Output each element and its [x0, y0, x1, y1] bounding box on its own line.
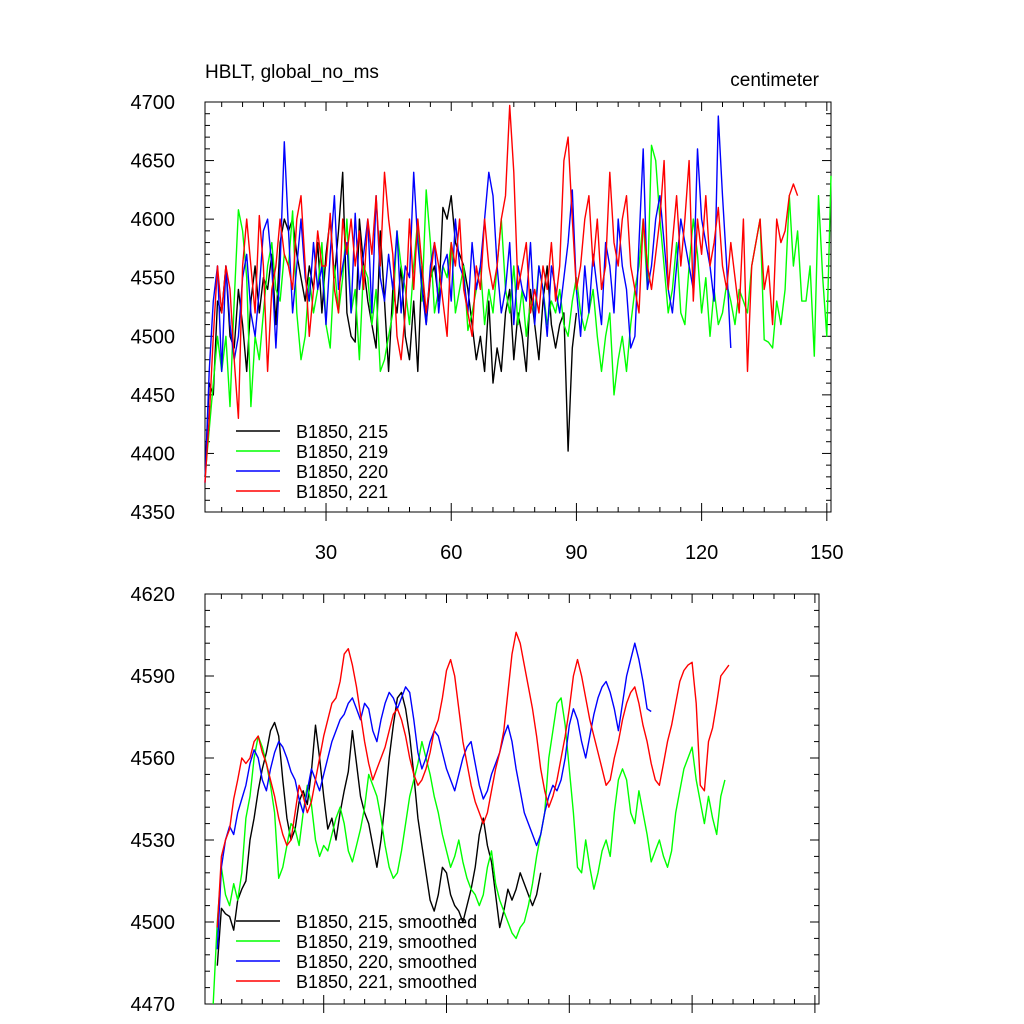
legend-label: B1850, 220 — [296, 462, 388, 482]
legend-label: B1850, 215, smoothed — [296, 912, 477, 932]
x-tick-label: 120 — [685, 542, 718, 564]
y-tick-label: 4560 — [131, 748, 176, 770]
legend-label: B1850, 221 — [296, 482, 388, 502]
y-tick-label: 4600 — [131, 209, 176, 231]
series-line-b1850-215-smoothed — [216, 691, 542, 966]
panel-top: 4350 4400 4450 4500 4550 4600 4650 4700 30 60 90 12… — [131, 62, 844, 564]
y-tick-label: 4700 — [131, 92, 176, 114]
units-label: centimeter — [730, 70, 819, 91]
x-tick-label: 30 — [315, 542, 337, 564]
plot-frame — [204, 101, 832, 513]
y-tick-label: 4470 — [131, 994, 176, 1016]
y-tick-label: 4620 — [131, 584, 176, 606]
y-tick-label: 4650 — [131, 151, 176, 173]
series-line-b1850-221-smoothed — [216, 631, 730, 928]
series-line-b1850-215 — [204, 171, 578, 477]
panel-bottom: 4470 4500 4530 4560 4590 4620 B1850, 215, smoo… — [131, 584, 820, 1016]
y-tick-label: 4400 — [131, 443, 176, 465]
y-tick-label: 4350 — [131, 502, 176, 524]
legend-label: B1850, 220, smoothed — [296, 952, 477, 972]
series-line-b1850-219-smoothed — [212, 697, 726, 1005]
series-line-b1850-221 — [204, 104, 799, 483]
x-tick-label: 60 — [440, 542, 462, 564]
legend-label: B1850, 215 — [296, 422, 388, 442]
x-tick-label: 90 — [565, 542, 587, 564]
x-tick-label: 150 — [810, 542, 843, 564]
legend-label: B1850, 221, smoothed — [296, 972, 477, 992]
series-line-b1850-220 — [204, 115, 732, 483]
plot-frame — [204, 593, 820, 1005]
legend-label: B1850, 219, smoothed — [296, 932, 477, 952]
chart-title: HBLT, global_no_ms — [205, 62, 379, 83]
y-tick-label: 4500 — [131, 912, 176, 934]
y-tick-label: 4550 — [131, 268, 176, 290]
y-tick-label: 4500 — [131, 326, 176, 348]
y-tick-label: 4450 — [131, 385, 176, 407]
y-tick-label: 4530 — [131, 830, 176, 852]
y-tick-label: 4590 — [131, 666, 176, 688]
legend-label: B1850, 219 — [296, 442, 388, 462]
